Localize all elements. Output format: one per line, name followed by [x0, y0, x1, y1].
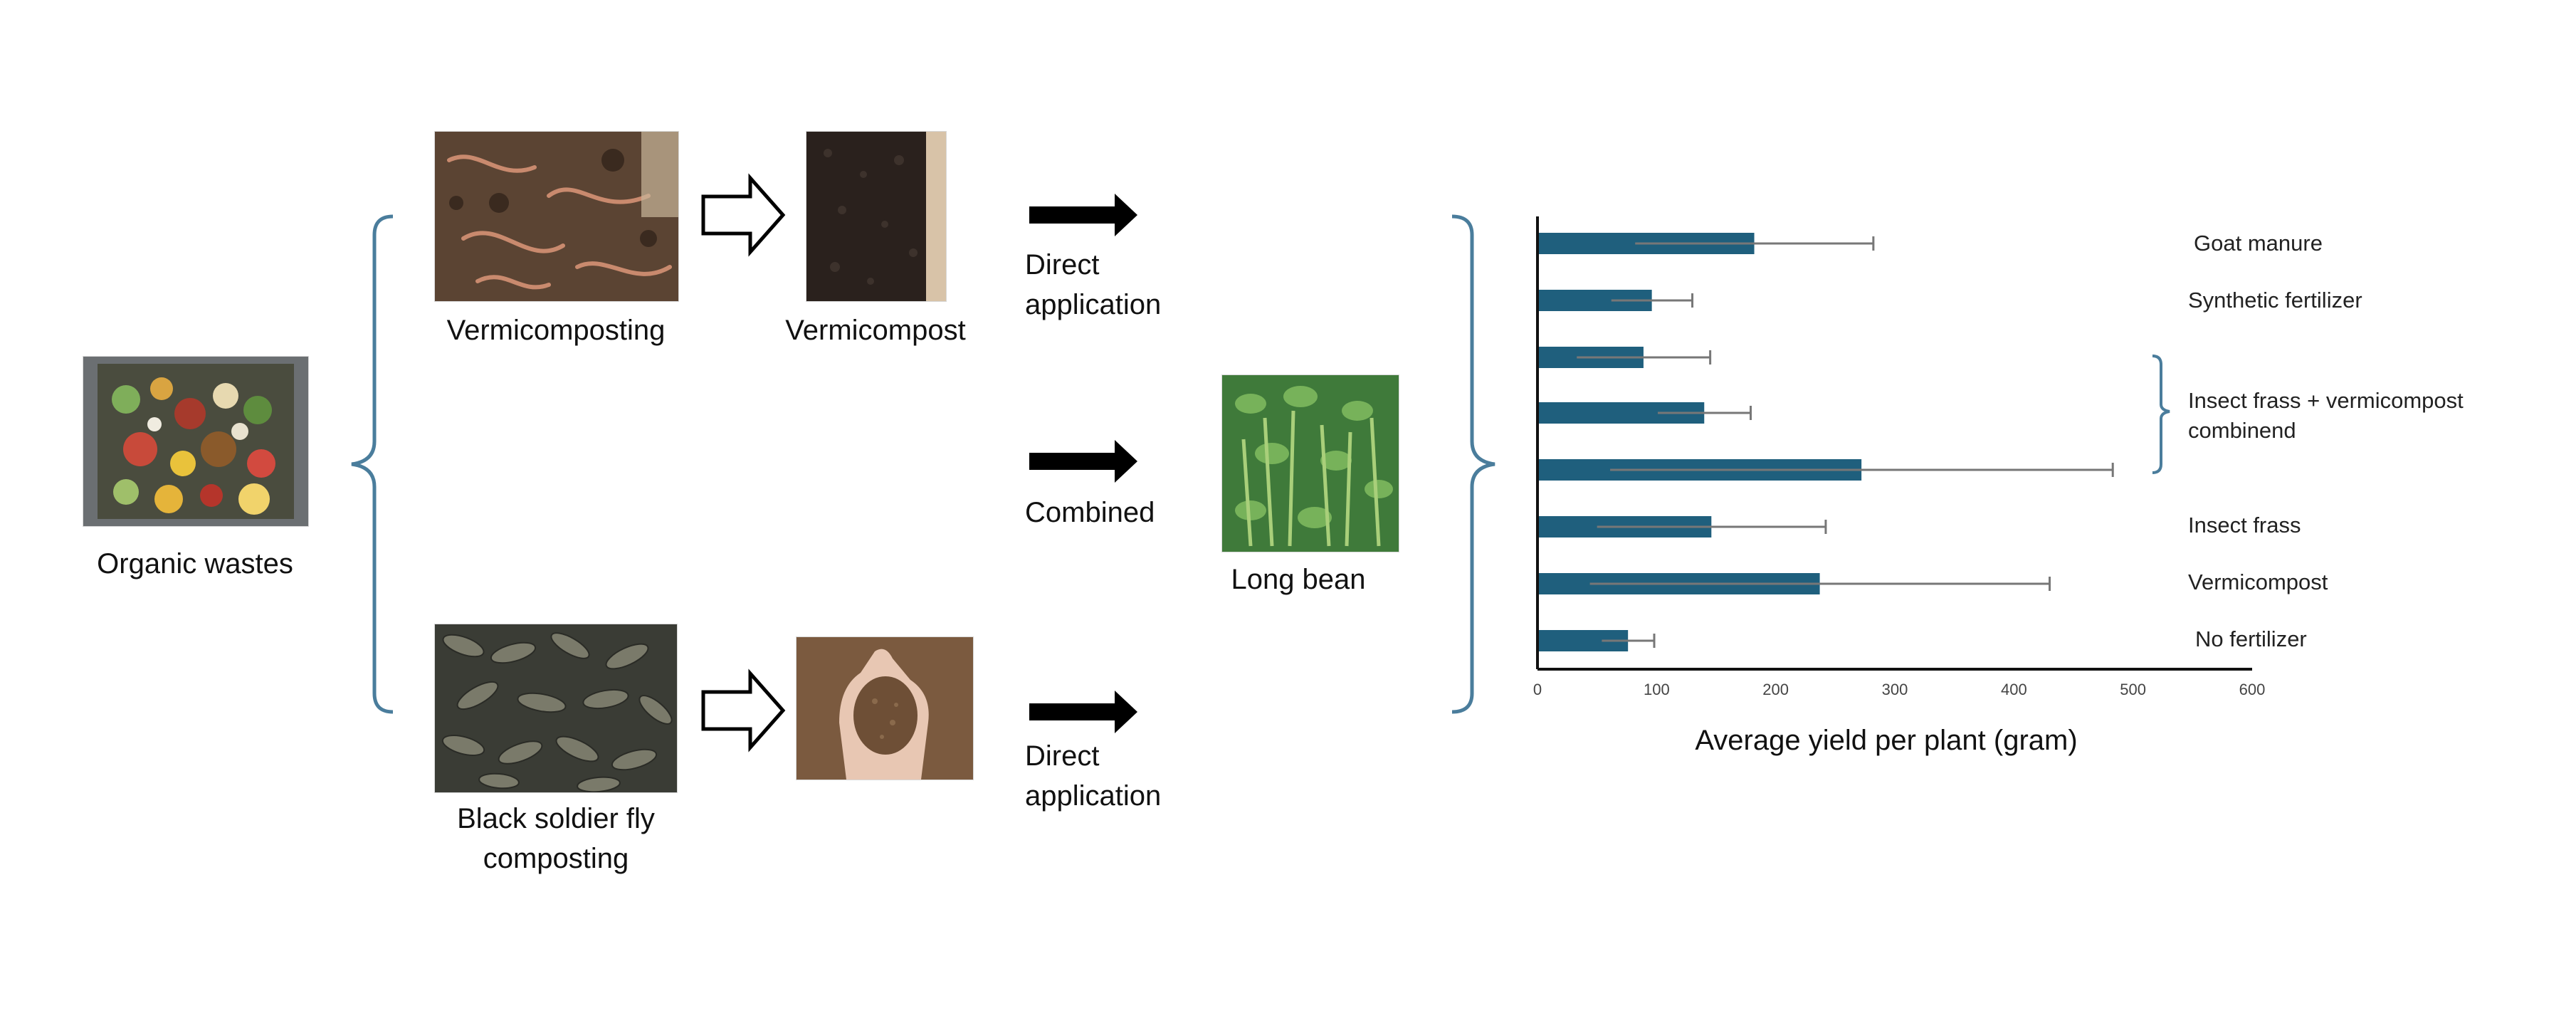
x-tick-label-500: 500 — [2120, 681, 2146, 698]
x-tick-label-200: 200 — [1762, 681, 1789, 698]
x-tick-label-600: 600 — [2239, 681, 2266, 698]
insect-frass-photo — [796, 636, 974, 780]
vermicomposting-label: Vermicomposting — [446, 315, 666, 346]
long-bean-label: Long bean — [1231, 564, 1366, 595]
legend-synthetic-fertilizer: Synthetic fertilizer — [2188, 288, 2362, 313]
vermicomposting-photo — [434, 131, 679, 302]
direct-bottom-line2: application — [1025, 780, 1162, 812]
legend-insect-frass-vermicompost: Insect frass + vermicompost combinend — [2188, 388, 2464, 443]
combined-label: Combined — [1025, 497, 1155, 528]
organic-wastes-label: Organic wastes — [97, 548, 293, 579]
x-tick-label-0: 0 — [1533, 681, 1542, 698]
error-bar-5 — [1610, 463, 2114, 477]
legend-vermicompost: Vermicompost — [2188, 570, 2328, 594]
bsf-label-line2: composting — [483, 843, 629, 874]
error-bar-8 — [1602, 634, 1656, 648]
chart-x-axis-title: Average yield per plant (gram) — [1695, 725, 2078, 756]
direct-bottom-line1: Direct — [1025, 740, 1100, 772]
black-soldier-fly-photo — [434, 624, 678, 793]
x-tick-label-100: 100 — [1644, 681, 1670, 698]
vermicompost-photo — [806, 131, 947, 302]
x-tick-label-400: 400 — [2001, 681, 2027, 698]
error-bar-6 — [1597, 520, 1827, 534]
error-bar-1 — [1635, 236, 1875, 251]
direct-top-line2: application — [1025, 289, 1162, 320]
legend-no-fertilizer: No fertilizer — [2195, 626, 2307, 651]
direct-top-line1: Direct — [1025, 249, 1100, 280]
legend-goat-manure: Goat manure — [2194, 231, 2323, 256]
direct-application-bottom-label: Direct application — [1025, 736, 1210, 816]
legend-insect-frass: Insect frass — [2188, 513, 2301, 537]
error-bar-3 — [1577, 350, 1712, 364]
error-bar-2 — [1611, 293, 1694, 308]
x-tick-label-300: 300 — [1882, 681, 1908, 698]
vermicompost-label: Vermicompost — [785, 315, 966, 346]
direct-application-top-label: Direct application — [1025, 245, 1210, 325]
error-bar-4 — [1658, 406, 1752, 420]
long-bean-photo — [1221, 374, 1399, 552]
organic-wastes-photo — [83, 356, 309, 527]
bsf-label-line1: Black soldier fly — [457, 803, 655, 834]
bsf-composting-label: Black soldier fly composting — [399, 799, 713, 878]
error-bar-7 — [1589, 577, 2051, 591]
